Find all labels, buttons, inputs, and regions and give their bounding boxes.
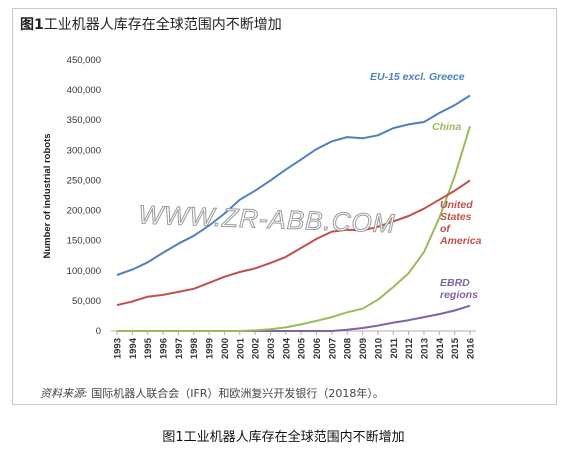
x-tick-label: 2013 — [419, 338, 430, 359]
series-label: EU-15 excl. Greece — [370, 71, 465, 83]
x-tick-label: 2008 — [343, 338, 354, 359]
watermark: WWW.ZR-ABB.COM — [138, 199, 396, 238]
x-tick-label: 2002 — [251, 338, 262, 359]
series-labels: EU-15 excl. Greece China United States of Ame… — [370, 71, 482, 301]
x-tick-label: 2009 — [358, 338, 369, 359]
x-tick-label: 2007 — [327, 338, 338, 359]
x-tick-label: 2004 — [281, 337, 292, 359]
x-tick-label: 2015 — [450, 337, 461, 359]
y-tick-label: 450,000 — [67, 55, 101, 66]
series-label-line: United — [440, 199, 473, 211]
x-tick-label: 2001 — [235, 337, 246, 359]
x-tick-label: 2006 — [312, 338, 323, 359]
series-line-china — [117, 125, 471, 332]
y-tick-label: 400,000 — [67, 85, 101, 96]
series-label-line: regions — [440, 289, 478, 301]
x-tick-label: 1999 — [205, 338, 216, 359]
figure-frame — [12, 8, 557, 405]
series-label-line: of — [440, 223, 451, 235]
figure-caption: 图1工业机器人库存在全球范围内不断增加 — [162, 430, 405, 445]
source-note: 资料来源: 国际机器人联合会（IFR）和欧洲复兴开发银行（2018年）。 — [40, 387, 384, 400]
y-tick-label: 50,000 — [72, 296, 101, 307]
series-label-line: America — [439, 235, 482, 247]
x-tick-label: 1993 — [113, 338, 124, 359]
x-tick-label: 2016 — [466, 338, 477, 359]
series-line-eu-15-excl-greece — [116, 94, 471, 276]
y-tick-label: 300,000 — [67, 145, 101, 156]
x-tick-label: 2000 — [220, 338, 231, 359]
y-tick-label: 250,000 — [67, 175, 101, 186]
x-tick-label: 1996 — [159, 338, 170, 359]
x-tick-label: 2010 — [373, 338, 384, 359]
y-tick-label: 150,000 — [67, 236, 101, 247]
x-axis: 1993 1994 1995 1996 1997 1998 1999 2000 2001 2002… — [111, 330, 477, 359]
series-line-ebrd-regions — [117, 304, 471, 332]
series-lines — [116, 94, 471, 332]
y-axis-label: Number of industrial robots — [42, 133, 53, 258]
series-label-line: States — [440, 211, 472, 223]
series-line-united-states-of-america — [116, 179, 471, 307]
series-label: China — [432, 121, 461, 133]
y-tick-label: 0 — [96, 326, 101, 337]
x-tick-label: 2005 — [297, 337, 308, 359]
series-label: EBRD regions — [440, 277, 478, 301]
series-label: United States of America — [439, 199, 482, 247]
y-tick-label: 100,000 — [67, 266, 101, 277]
x-tick-label: 2014 — [435, 337, 446, 359]
x-tick-label: 1998 — [189, 338, 200, 359]
x-tick-label: 2011 — [389, 337, 400, 358]
x-tick-label: 2012 — [404, 338, 415, 359]
x-tick-label: 1994 — [128, 337, 139, 359]
y-axis: 0 50,000 100,000 150,000 200,000 250,000 300,0… — [67, 55, 101, 337]
y-tick-label: 200,000 — [67, 206, 101, 217]
y-tick-label: 350,000 — [67, 115, 101, 126]
figure-title: 图1工业机器人库存在全球范围内不断增加 — [20, 17, 282, 33]
series-label-line: EBRD — [440, 277, 470, 289]
x-tick-label: 2003 — [266, 338, 277, 359]
x-tick-label: 1995 — [143, 337, 154, 359]
x-tick-label: 1997 — [174, 338, 185, 359]
